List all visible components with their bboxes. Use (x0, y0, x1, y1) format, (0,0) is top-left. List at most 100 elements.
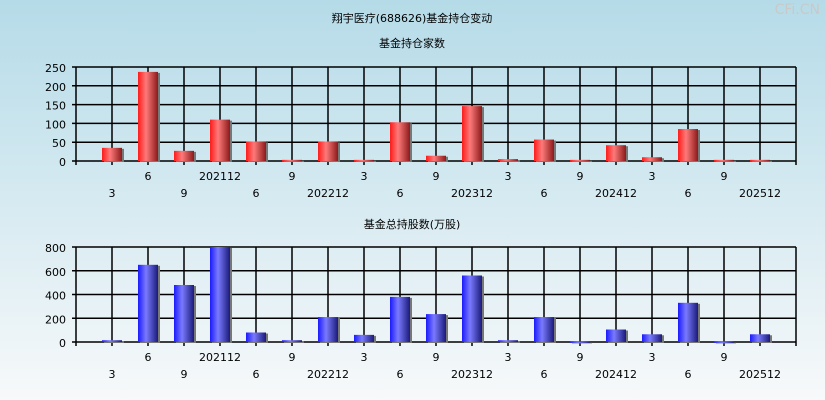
bar-shadow (500, 160, 520, 162)
y-tick-label: 250 (45, 62, 66, 75)
x-tick-label: 202412 (595, 187, 637, 200)
bar (534, 317, 554, 342)
y-tick-label: 800 (45, 242, 66, 255)
bar (534, 139, 554, 161)
x-tick-label: 6 (541, 187, 548, 200)
bar-shadow (572, 160, 592, 162)
x-tick-label: 9 (577, 351, 584, 364)
y-tick-label: 200 (45, 313, 66, 326)
bar (246, 141, 266, 161)
x-tick-label: 6 (253, 187, 260, 200)
chart-2: 0 200 400 600 800 3 6 9 202112 6 9 202212 3 6 9 202312 3… (45, 242, 797, 381)
x-tick-label: 202512 (739, 187, 781, 200)
bar (570, 341, 590, 343)
y-tick-label: 0 (59, 337, 66, 350)
bar (318, 141, 338, 161)
bar (462, 275, 482, 342)
bar (210, 247, 230, 342)
x-tick-label: 202112 (199, 351, 241, 364)
x-tick-label: 6 (541, 368, 548, 381)
x-tick-label: 9 (289, 351, 296, 364)
x-tick-label: 6 (685, 368, 692, 381)
bar (642, 334, 662, 342)
x-tick-label: 202112 (199, 170, 241, 183)
x-tick-label: 202312 (451, 368, 493, 381)
y-tick-label: 50 (52, 137, 66, 150)
bar (354, 334, 374, 342)
x-tick-label: 202512 (739, 368, 781, 381)
bar (678, 302, 698, 342)
main-title: 翔宇医疗(688626)基金持仓变动 (332, 11, 493, 25)
chart-2-title: 基金总持股数(万股) (364, 217, 461, 231)
x-tick-label: 9 (181, 368, 188, 381)
bar (102, 340, 122, 342)
bar (174, 285, 194, 342)
bar (642, 157, 662, 161)
x-tick-label: 6 (145, 170, 152, 183)
x-tick-label: 9 (433, 170, 440, 183)
bar (174, 150, 194, 161)
x-tick-label: 202312 (451, 187, 493, 200)
bar (390, 296, 410, 342)
bar (714, 341, 734, 343)
x-tick-label: 6 (685, 187, 692, 200)
x-tick-label: 9 (721, 351, 728, 364)
bar (570, 159, 590, 162)
bar (426, 155, 446, 161)
x-tick-label: 9 (289, 170, 296, 183)
bar (714, 159, 734, 162)
bar (426, 314, 446, 342)
x-tick-label: 6 (253, 368, 260, 381)
y-tick-label: 400 (45, 290, 66, 303)
bar (498, 159, 518, 161)
x-tick-label: 3 (109, 368, 116, 381)
bar-shadow (500, 341, 520, 343)
x-tick-label: 9 (181, 187, 188, 200)
bar (750, 334, 770, 342)
bar (102, 147, 122, 161)
x-tick-label: 6 (397, 368, 404, 381)
x-tick-label: 9 (433, 351, 440, 364)
bar-shadow (716, 160, 736, 162)
bar (750, 159, 770, 162)
x-tick-label: 3 (505, 351, 512, 364)
bar-shadow (356, 160, 376, 162)
bar (138, 264, 158, 342)
x-tick-label: 202212 (307, 187, 349, 200)
y-tick-label: 200 (45, 81, 66, 94)
x-tick-label: 202212 (307, 368, 349, 381)
bar-shadow (752, 160, 772, 162)
x-tick-label: 3 (109, 187, 116, 200)
bar (138, 71, 158, 161)
x-tick-label: 3 (361, 351, 368, 364)
bar (282, 340, 302, 342)
bar (498, 340, 518, 342)
bar (246, 332, 266, 342)
chart-1-title: 基金持仓家数 (379, 36, 445, 50)
bar (606, 329, 626, 342)
x-tick-label: 9 (577, 170, 584, 183)
bar-shadow (284, 341, 304, 343)
y-tick-label: 0 (59, 156, 66, 169)
x-tick-label: 202412 (595, 368, 637, 381)
x-tick-label: 3 (505, 170, 512, 183)
bar-shadow (284, 160, 304, 162)
bar (678, 129, 698, 161)
y-tick-label: 150 (45, 100, 66, 113)
bar (210, 119, 230, 161)
x-tick-label: 3 (361, 170, 368, 183)
x-tick-label: 6 (145, 351, 152, 364)
bar (354, 159, 374, 162)
bar (318, 317, 338, 342)
bar (390, 122, 410, 161)
x-tick-label: 9 (721, 170, 728, 183)
y-tick-label: 100 (45, 118, 66, 131)
watermark-logo: CFi.CN (775, 2, 820, 18)
bar-shadow (104, 341, 124, 343)
bar (282, 159, 302, 162)
x-tick-label: 3 (649, 170, 656, 183)
x-tick-label: 3 (649, 351, 656, 364)
chart-1: 0 50 100 150 200 250 3 6 9 202112 6 9 202212 3 6 9 20231… (45, 62, 797, 200)
bar (606, 145, 626, 161)
